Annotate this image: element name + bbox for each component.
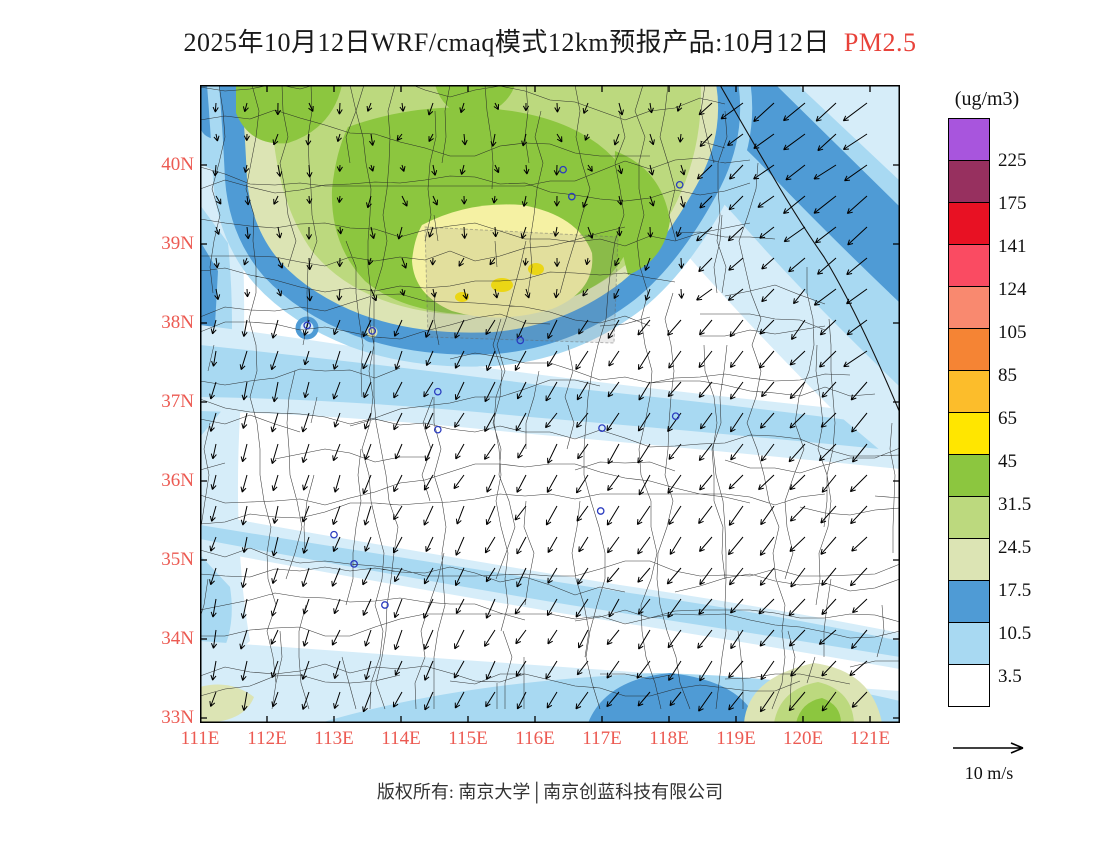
colorbar-label: 85 <box>998 365 1017 386</box>
map-frame <box>200 85 900 723</box>
lon-label: 112E <box>247 728 287 749</box>
lon-label: 119E <box>716 728 756 749</box>
colorbar-label: 17.5 <box>998 580 1032 601</box>
colorbar-box <box>948 370 990 413</box>
wind-scale-label: 10 m/s <box>964 763 1014 783</box>
lon-label: 113E <box>314 728 354 749</box>
lon-label: 116E <box>515 728 555 749</box>
lat-label: 34N <box>161 628 194 649</box>
coastline <box>719 84 901 414</box>
lon-label: 111E <box>180 728 220 749</box>
colorbar-label: 31.5 <box>998 494 1032 515</box>
lon-label: 115E <box>448 728 488 749</box>
colorbar <box>948 118 990 707</box>
colorbar-box <box>948 244 990 287</box>
city-marker <box>368 327 377 335</box>
colorbar-label: 225 <box>998 150 1027 171</box>
colorbar-label: 45 <box>998 451 1017 472</box>
wind-scale-arrow-icon <box>953 742 1024 754</box>
lat-label: 37N <box>161 391 194 412</box>
footer-text: 版权所有: 南京大学│南京创蓝科技有限公司 <box>376 782 724 802</box>
wind-scale: 10 m/s <box>944 740 1034 784</box>
city-marker <box>330 530 338 539</box>
city-marker <box>433 425 442 434</box>
colorbar-box <box>948 412 990 455</box>
colorbar-box <box>948 202 990 245</box>
colorbar-box <box>948 664 990 707</box>
city-marker <box>671 412 680 421</box>
colorbar-box <box>948 538 990 581</box>
colorbar-box <box>948 580 990 623</box>
colorbar-box <box>948 328 990 371</box>
lon-label: 114E <box>381 728 421 749</box>
city-marker <box>381 601 389 609</box>
colorbar-label: 105 <box>998 322 1027 343</box>
title-highlight: PM2.5 <box>843 28 917 57</box>
lat-label: 35N <box>161 549 194 570</box>
colorbar-label: 65 <box>998 408 1017 429</box>
colorbar-box <box>948 286 990 329</box>
colorbar-label: 3.5 <box>998 666 1022 687</box>
colorbar-label: 141 <box>998 236 1027 257</box>
colorbar-box <box>948 118 990 161</box>
page-title: 2025年10月12日WRF/cmaq模式12km预报产品:10月12日 PM2.… <box>90 22 1010 59</box>
lon-label: 121E <box>849 728 891 749</box>
map-canvas <box>194 38 901 723</box>
lat-label: 33N <box>161 707 194 728</box>
lon-label: 118E <box>649 728 689 749</box>
colorbar-box <box>948 454 990 497</box>
wind-arrows-layer <box>209 102 868 713</box>
colorbar-label: 175 <box>998 193 1027 214</box>
city-marker <box>303 321 312 330</box>
city-marker <box>350 560 358 568</box>
city-marker <box>567 192 576 201</box>
city-marker <box>675 180 684 189</box>
city-marker <box>596 507 605 515</box>
city-marker <box>516 336 525 345</box>
city-marker <box>433 387 442 396</box>
lat-label: 39N <box>161 233 194 254</box>
colorbar-label: 10.5 <box>998 623 1032 644</box>
lon-label: 120E <box>782 728 824 749</box>
colorbar-label: 124 <box>998 279 1027 300</box>
city-marker <box>559 165 567 174</box>
lat-label: 40N <box>161 154 194 175</box>
lat-label: 38N <box>161 312 194 333</box>
colorbar-box <box>948 160 990 203</box>
colorbar-box <box>948 622 990 665</box>
forecast-map <box>194 38 901 723</box>
units-label: (ug/m3) <box>954 88 1020 110</box>
lon-label: 117E <box>582 728 622 749</box>
city-marker <box>598 424 606 432</box>
colorbar-label: 24.5 <box>998 537 1032 558</box>
lat-label: 36N <box>161 470 194 491</box>
title-main: 2025年10月12日WRF/cmaq模式12km预报产品:10月12日 <box>183 28 830 57</box>
colorbar-box <box>948 496 990 539</box>
